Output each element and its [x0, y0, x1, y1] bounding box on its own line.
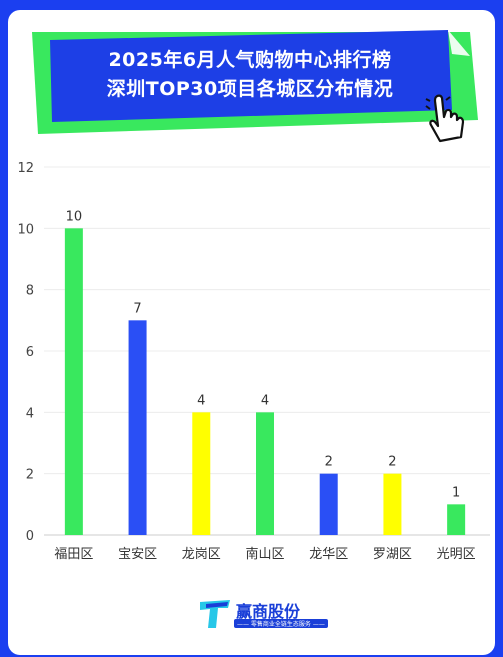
logo-mark-icon: [200, 600, 230, 628]
title-line-2: 深圳TOP30项目各城区分布情况: [106, 78, 394, 100]
bar: [319, 473, 338, 535]
data-label: 4: [197, 393, 205, 408]
x-tick-label: 龙岗区: [182, 547, 221, 562]
x-tick-label: 龙华区: [309, 547, 348, 562]
data-label: 4: [261, 393, 269, 408]
y-tick-label: 12: [17, 161, 34, 176]
data-label: 1: [452, 485, 460, 500]
logo-slogan: —— 零售商业全链生态服务 ——: [234, 619, 328, 628]
logo-name: 赢商股份: [236, 602, 301, 621]
x-tick-label: 罗湖区: [373, 547, 412, 562]
hand-cursor-icon: [425, 94, 465, 143]
data-label: 2: [325, 455, 333, 470]
banner-fold: [448, 30, 470, 56]
banner-shapes: [32, 30, 478, 143]
data-label: 10: [66, 209, 83, 224]
y-tick-label: 2: [26, 468, 34, 483]
x-tick-label: 宝安区: [118, 547, 157, 562]
y-tick-label: 4: [26, 406, 34, 421]
bar: [64, 228, 83, 536]
bar-chart: 0 2 4 6 8 10 12 10 福田区 7 宝安区 4 龙岗区 4 南山区 2 龙华区 2 罗湖区 1 光明区: [17, 161, 490, 562]
banner-blue-shape: [50, 30, 452, 122]
data-label: 2: [388, 455, 396, 470]
data-label: 7: [133, 301, 141, 316]
x-tick-label: 光明区: [437, 547, 476, 562]
bar: [192, 412, 211, 535]
title-line-1: 2025年6月人气购物中心排行榜: [108, 49, 392, 71]
company-logo: 赢商股份 —— 零售商业全链生态服务 ——: [198, 596, 328, 632]
y-tick-label: 6: [26, 345, 34, 360]
x-tick-label: 南山区: [245, 546, 284, 562]
bar: [447, 504, 466, 535]
bar: [383, 473, 402, 535]
bar: [128, 320, 147, 535]
bar: [256, 412, 274, 535]
title-banner: 2025年6月人气购物中心排行榜 深圳TOP30项目各城区分布情况: [0, 0, 503, 160]
chart-title: 2025年6月人气购物中心排行榜 深圳TOP30项目各城区分布情况: [60, 46, 440, 104]
y-tick-label: 8: [26, 284, 34, 299]
x-tick-label: 福田区: [54, 547, 93, 562]
y-tick-label: 10: [17, 222, 34, 237]
y-tick-label: 0: [26, 529, 34, 544]
